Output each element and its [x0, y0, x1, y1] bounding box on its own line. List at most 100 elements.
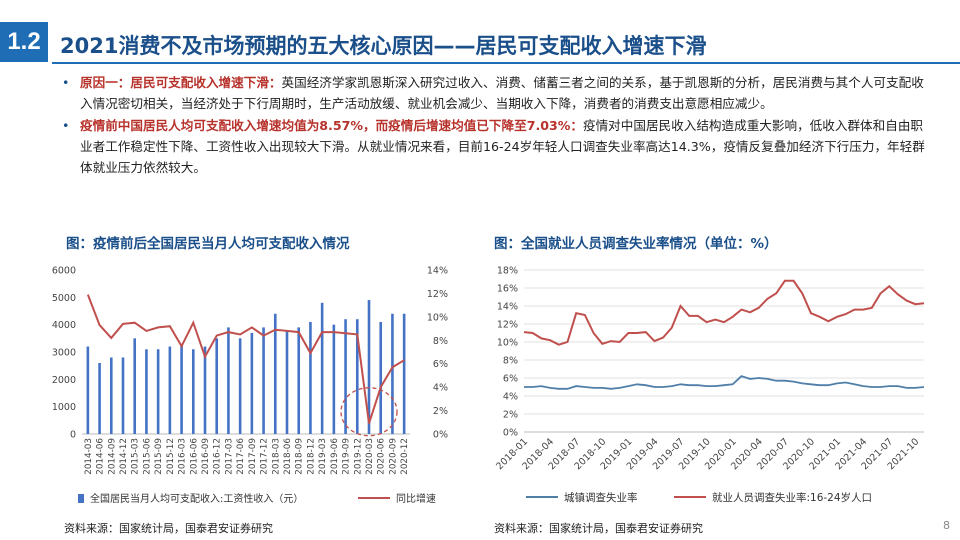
income-bar	[320, 302, 324, 434]
right-tick-label: 6%	[433, 359, 448, 370]
right-tick-label: 0%	[433, 430, 448, 441]
x-tick-label: 2014-09	[107, 438, 117, 475]
x-tick-label: 2017-06	[236, 438, 246, 475]
x-tick-label: 2016-06	[189, 438, 199, 475]
bullet-text: 英国经济学家凯恩斯深入研究过收入、消费、储蓄三者之间的关系，基于凯恩斯的分析，居…	[80, 75, 924, 111]
section-number: 1.2	[0, 22, 48, 62]
income-bar	[215, 338, 219, 434]
income-chart: 0 1000 2000 3000 4000 5000 6000 0% 2% 4% 6% 8% 10% 12…	[52, 266, 448, 506]
x-tick-label: 2016-03	[178, 438, 188, 475]
income-bar	[391, 313, 394, 434]
youth-unemployment-line	[523, 279, 925, 346]
y-tick-label: 4%	[503, 392, 518, 403]
x-tick-label: 2015-06	[142, 438, 152, 475]
legend-line-label: 同比增速	[396, 492, 436, 505]
x-tick-label: 2020-09	[388, 438, 398, 475]
y-tick-label: 8%	[503, 356, 518, 367]
x-tick-label: 2020-03	[365, 438, 375, 475]
right-tick-label: 2%	[433, 406, 448, 417]
income-bar	[309, 321, 312, 434]
income-bar	[227, 327, 230, 434]
bullet-text: 疫情对中国居民收入结构造成重大影响，低收入群体和自由职业者工作稳定性下降、工资性…	[80, 118, 925, 175]
bullet-reason-one: • 原因一：居民可支配收入增速下滑：英国经济学家凯恩斯深入研究过收入、消费、储蓄…	[62, 72, 932, 114]
bullet-income-growth: • 疫情前中国居民人均可支配收入增速均值为8.57%，而疫情后增速均值已下降至7…	[62, 115, 932, 178]
bullet-dot: •	[62, 118, 70, 133]
x-tick-label: 2019-12	[353, 438, 363, 475]
growth-line	[86, 294, 405, 424]
x-tick-label: 2018-09	[295, 438, 305, 475]
source-note-2: 资料来源：国家统计局，国泰君安证券研究	[494, 522, 703, 535]
x-tick-label: 2016-12	[213, 438, 223, 475]
income-bar	[180, 343, 183, 434]
income-bar	[133, 338, 137, 434]
x-tick-label: 2019-03	[318, 438, 328, 475]
x-tick-label: 2015-09	[154, 438, 164, 475]
income-bar	[332, 324, 336, 434]
right-tick-label: 10%	[427, 312, 448, 323]
y-tick-label: 18%	[497, 266, 518, 277]
left-tick-label: 0	[70, 430, 76, 441]
x-tick-label: 2020-12	[400, 438, 410, 475]
x-tick-label: 2014-03	[84, 438, 94, 475]
bullet-list: • 原因一：居民可支配收入增速下滑：英国经济学家凯恩斯深入研究过收入、消费、储蓄…	[62, 72, 932, 179]
legend-bar-swatch	[78, 494, 84, 503]
income-bar	[156, 349, 160, 434]
left-tick-label: 2000	[52, 375, 76, 386]
income-bar	[98, 362, 101, 434]
x-tick-label: 2017-09	[248, 438, 258, 475]
legend-youth-label: 就业人员调查失业率:16-24岁人口	[712, 491, 872, 504]
legend-urban-label: 城镇调查失业率	[564, 491, 638, 504]
y-tick-label: 10%	[497, 338, 518, 349]
x-tick-label: 2019-06	[330, 438, 340, 475]
y-tick-label: 16%	[497, 284, 518, 295]
source-note-1: 资料来源：国家统计局，国泰君安证券研究	[64, 522, 273, 535]
x-tick-label: 2017-03	[224, 438, 234, 475]
title-underline	[52, 62, 960, 64]
income-bar	[355, 319, 359, 434]
bullet-lead: 疫情前中国居民人均可支配收入增速均值为8.57%，而疫情后增速均值已下降至7.0…	[80, 118, 583, 133]
page-title: 2021消费不及市场预期的五大核心原因——居民可支配收入增速下滑	[60, 34, 707, 58]
left-tick-label: 5000	[52, 293, 76, 304]
x-tick-label: 2015-03	[131, 438, 141, 475]
x-tick-label: 2018-03	[271, 438, 281, 475]
x-tick-label: 2017-12	[260, 438, 270, 475]
income-bar	[273, 313, 277, 434]
page-number: 8	[943, 519, 950, 532]
income-bar	[402, 313, 406, 434]
x-tick-label: 2020-06	[377, 438, 387, 475]
urban-unemployment-line	[524, 375, 925, 390]
x-tick-label: 2016-09	[201, 438, 211, 475]
legend-bar-label: 全国居民当月人均可支配收入:工资性收入（元）	[90, 492, 303, 505]
x-tick-label: 2014-06	[96, 438, 106, 475]
y-tick-label: 2%	[503, 410, 518, 421]
chart2-title: 图：全国就业人员调查失业率情况（单位：%）	[494, 236, 778, 252]
left-tick-label: 6000	[52, 266, 76, 277]
income-bar	[379, 321, 383, 434]
x-tick-label: 2019-09	[342, 438, 352, 475]
x-tick-label: 2018-12	[306, 438, 316, 475]
income-bar	[285, 330, 289, 434]
right-tick-label: 4%	[433, 383, 448, 394]
unemployment-chart: 0%2%4%6%8%10%12%14%16%18%2018-012018-042…	[494, 266, 925, 504]
left-tick-label: 1000	[52, 402, 76, 413]
left-tick-label: 4000	[52, 320, 76, 331]
left-tick-label: 3000	[52, 348, 76, 359]
drop-highlight-ellipse	[340, 387, 398, 437]
income-bar	[168, 346, 172, 434]
income-bar	[121, 357, 125, 434]
y-tick-label: 14%	[497, 302, 518, 313]
bullet-lead: 原因一：居民可支配收入增速下滑：	[80, 75, 282, 90]
income-bar	[344, 319, 347, 434]
chart1-title: 图：疫情前后全国居民当月人均可支配收入情况	[66, 236, 350, 252]
x-tick-label: 2015-12	[166, 438, 176, 475]
right-tick-label: 12%	[427, 289, 448, 300]
right-tick-label: 14%	[427, 266, 448, 277]
x-tick-label: 2018-06	[283, 438, 293, 475]
bullet-dot: •	[62, 75, 70, 90]
y-tick-label: 12%	[497, 320, 518, 331]
income-bar	[145, 349, 148, 434]
income-bar	[191, 349, 195, 434]
y-tick-label: 0%	[503, 428, 518, 439]
right-tick-label: 8%	[433, 336, 448, 347]
income-bar	[262, 327, 265, 434]
